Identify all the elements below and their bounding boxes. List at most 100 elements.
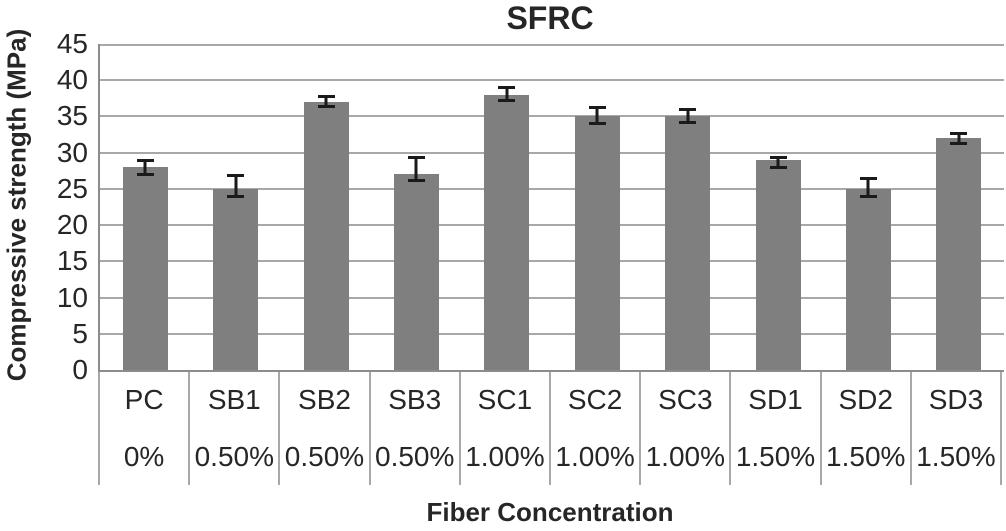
error-bar-stem [414, 155, 418, 182]
category-percent: 1.50% [735, 440, 816, 472]
error-bar-cap-bottom [769, 165, 787, 169]
gridline-15 [100, 260, 1004, 263]
gridline-45 [100, 44, 1004, 46]
category-cell-sc2: SC2 1.00% [551, 372, 642, 485]
error-bar-cap-top [227, 173, 245, 177]
y-tick-label: 20 [56, 209, 88, 241]
error-bar-cap-top [769, 155, 787, 159]
y-tick-label: 45 [56, 28, 88, 59]
category-cell-sb3: SB3 0.50% [371, 372, 461, 485]
error-bar-cap-top [859, 177, 877, 181]
error-bar-cap-bottom [859, 194, 877, 198]
category-label: SB2 [298, 384, 351, 415]
bar-sb2 [303, 101, 349, 370]
x-axis-title: Fiber Concentration [426, 497, 674, 527]
error-bar-stem [143, 159, 147, 176]
category-percent: 1.50% [826, 440, 906, 472]
gridline-35 [100, 115, 1004, 118]
bar-sc1 [484, 94, 530, 370]
error-bar-sd3 [950, 132, 968, 146]
y-axis-title: Compressive strength (MPa) [1, 28, 32, 382]
error-bar-cap-top [317, 95, 335, 99]
category-label: SB1 [207, 384, 261, 415]
error-bar-stem [324, 95, 328, 109]
error-bar-cap-bottom [136, 172, 154, 176]
error-bar-cap-bottom [950, 142, 968, 146]
category-cell-sc3: SC3 1.00% [641, 372, 732, 485]
category-cell-sb1: SB1 0.50% [190, 372, 281, 485]
error-bar-cap-top [679, 107, 697, 111]
category-label: SC3 [658, 384, 713, 415]
error-bar-cap-bottom [317, 105, 335, 109]
y-tick-label: 10 [56, 281, 88, 313]
bar-sd1 [755, 159, 801, 370]
bar-sd2 [845, 188, 891, 370]
chart-title: SFRC [506, 0, 594, 36]
category-percent: 0.50% [375, 440, 455, 472]
category-cell-sd1: SD1 1.50% [731, 372, 822, 485]
bar-sc2 [574, 116, 620, 370]
error-bar-stem [686, 107, 690, 125]
category-label: SD2 [838, 384, 893, 415]
error-bar-stem [957, 132, 961, 146]
error-bar-cap-bottom [227, 194, 245, 198]
error-bar-cap-bottom [407, 178, 425, 182]
category-percent: 0.50% [194, 440, 274, 472]
error-bar-sb3 [407, 155, 425, 182]
y-tick-label: 30 [56, 136, 88, 168]
y-tick-label: 15 [56, 245, 88, 277]
category-cell-sb2: SB2 0.50% [280, 372, 371, 485]
error-bar-stem [234, 173, 238, 198]
error-bar-sd2 [859, 177, 877, 198]
error-bar-stem [505, 86, 509, 102]
error-bar-cap-top [498, 86, 516, 90]
y-tick-label: 5 [72, 317, 88, 349]
y-tick-label: 0 [72, 354, 88, 385]
category-percent: 0% [123, 440, 165, 472]
error-bar-pc [136, 159, 154, 176]
error-bar-cap-top [950, 132, 968, 136]
bar-sc3 [665, 116, 711, 370]
gridline-10 [100, 296, 1004, 299]
category-label: SC1 [477, 384, 533, 415]
category-label: SD3 [928, 384, 984, 415]
bar-sd3 [936, 138, 982, 370]
category-cell-sd3: SD3 1.50% [912, 372, 1003, 485]
gridline-20 [100, 224, 1004, 227]
error-bar-cap-top [588, 106, 606, 110]
error-bar-cap-top [136, 159, 154, 163]
gridline-40 [100, 79, 1004, 82]
gridline-30 [100, 151, 1004, 154]
category-percent: 1.00% [645, 440, 726, 472]
category-percent: 1.00% [465, 440, 545, 472]
error-bar-cap-top [407, 155, 425, 159]
error-bar-stem [776, 155, 780, 169]
error-bar-sb2 [317, 95, 335, 109]
error-bar-sb1 [227, 173, 245, 198]
plot-area [98, 44, 1004, 372]
category-label: SC2 [567, 384, 623, 415]
error-bar-cap-bottom [679, 121, 697, 125]
y-tick-label: 35 [56, 100, 88, 132]
error-bar-sc2 [588, 106, 606, 126]
category-table: PC 0% SB1 0.50% SB2 0.50% SB3 0.50% SC1 1.00% SC2 1… [98, 372, 1003, 485]
bar-sb1 [213, 188, 259, 370]
category-cell-sc1: SC1 1.00% [461, 372, 552, 485]
error-bar-sc3 [679, 107, 697, 125]
error-bar-cap-bottom [588, 122, 606, 126]
error-bar-sd1 [769, 155, 787, 169]
category-percent: 1.00% [555, 440, 635, 472]
error-bar-sc1 [498, 86, 516, 102]
category-label: PC [124, 384, 164, 415]
gridline-5 [100, 332, 1004, 335]
category-cell-pc: PC 0% [100, 372, 191, 485]
category-percent: 1.50% [916, 440, 996, 472]
category-label: SD1 [748, 384, 803, 415]
category-label: SB3 [388, 384, 442, 415]
error-bar-stem [866, 177, 870, 198]
bar-sb3 [393, 174, 439, 370]
y-tick-label: 40 [56, 64, 88, 96]
category-cell-sd2: SD2 1.50% [822, 372, 912, 485]
category-percent: 0.50% [284, 440, 365, 472]
gridline-25 [100, 187, 1004, 190]
